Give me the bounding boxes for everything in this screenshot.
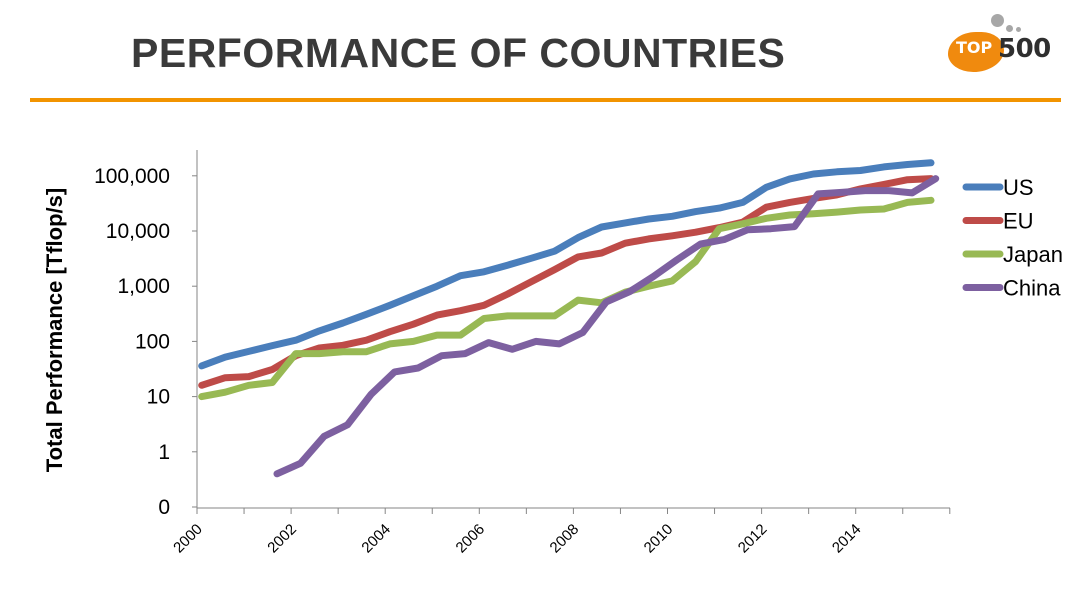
y-tick-label: 10,000 <box>106 220 170 243</box>
x-tick-label: 2000 <box>170 521 206 557</box>
y-tick-label: 0 <box>158 496 170 519</box>
chart-legend: US EU Japan China <box>962 175 1063 301</box>
x-tick-label: 2012 <box>735 521 771 557</box>
title-divider <box>30 98 1061 102</box>
logo-text-top: TOP <box>956 38 993 57</box>
x-tick-label: 2004 <box>358 521 394 557</box>
x-tick-label: 2014 <box>829 521 865 557</box>
y-tick-label: 1,000 <box>117 275 170 298</box>
series-line-china <box>273 175 940 478</box>
legend-label-eu: EU <box>1003 209 1034 234</box>
chart-series <box>198 159 940 478</box>
y-tick-label: 10 <box>147 386 170 409</box>
logo-dot-large <box>991 14 1004 27</box>
x-tick-label: 2002 <box>264 521 300 557</box>
y-tick-label: 1 <box>158 441 170 464</box>
x-tick-label: 2010 <box>641 521 677 557</box>
legend-label-us: US <box>1003 175 1034 200</box>
page-title: PERFORMANCE OF COUNTRIES <box>131 30 786 76</box>
logo-badge <box>948 32 1004 72</box>
y-tick-label: 100 <box>135 330 170 353</box>
series-line-japan <box>198 196 935 401</box>
y-tick-label: 100,000 <box>94 165 170 188</box>
logo-dot-medium <box>1006 25 1013 32</box>
x-tick-label: 2008 <box>547 521 583 557</box>
legend-label-china: China <box>1003 276 1061 301</box>
top500-logo: TOP 500 <box>942 8 1052 76</box>
legend-label-japan: Japan <box>1003 242 1063 267</box>
logo-text-500: 500 <box>998 34 1051 64</box>
x-tick-label: 2006 <box>453 521 489 557</box>
series-line-us <box>198 159 935 370</box>
y-axis-label: Total Performance [Tflop/s] <box>42 188 67 472</box>
series-line-eu <box>198 175 935 389</box>
logo-dot-small <box>1016 27 1021 32</box>
